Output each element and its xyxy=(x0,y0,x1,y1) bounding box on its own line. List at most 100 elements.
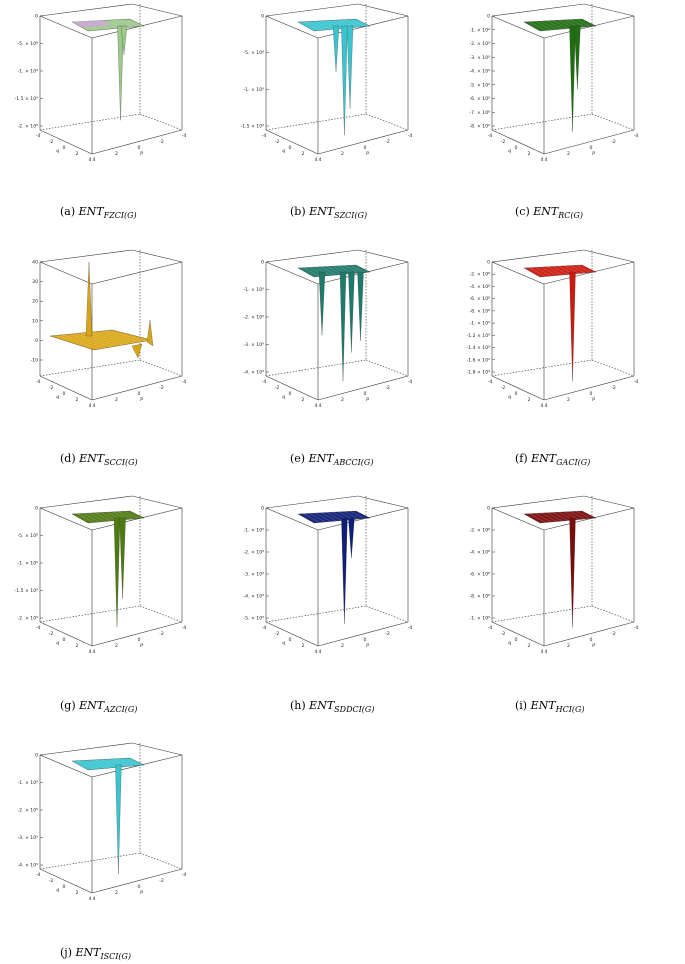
x-tick-label: -4 xyxy=(36,133,41,139)
y-axis-label: p xyxy=(140,150,144,156)
x-axis-label: q xyxy=(56,640,59,646)
caption-ent: ENT xyxy=(79,452,105,465)
surface-mesh-line xyxy=(344,511,359,520)
box-edge xyxy=(91,261,183,285)
x-tick-label: -2 xyxy=(275,385,280,391)
z-tick-label: -2. × 10⁹ xyxy=(18,616,39,622)
box-edge xyxy=(317,507,409,531)
surface-mesh-line xyxy=(547,512,563,522)
z-tick-label: -2. × 10⁹ xyxy=(244,315,265,321)
caption-ent: ENT xyxy=(75,946,101,959)
box-edge xyxy=(543,129,635,155)
x-axis-label: q xyxy=(282,640,285,646)
subfigure-caption: (i) ENTHCI(G) xyxy=(515,699,585,714)
y-tick-label: -4 xyxy=(634,625,639,631)
z-tick-label: -8. × 10⁹ xyxy=(470,124,491,130)
z-tick-label: -5. × 10⁹ xyxy=(470,82,491,88)
box-edge xyxy=(39,375,93,401)
box-edge xyxy=(491,3,585,17)
z-tick-label: -4. × 10⁹ xyxy=(470,69,491,75)
z-tick-label: -1.4 × 10⁹ xyxy=(467,345,491,351)
x-axis-label: q xyxy=(282,394,285,400)
subfigure-tag: (d) xyxy=(60,452,80,465)
surface-mesh-line xyxy=(62,334,106,349)
caption-ent: ENT xyxy=(533,205,559,218)
z-tick-label: -2. × 10⁸ xyxy=(470,528,491,534)
y-tick-label: 2 xyxy=(341,151,344,157)
z-tick-label: -1.5 × 10⁹ xyxy=(15,96,39,102)
z-tick-label: -4. × 10⁹ xyxy=(244,370,265,376)
y-axis-label: p xyxy=(140,396,144,402)
x-tick-label: 0 xyxy=(289,391,292,397)
box-edge xyxy=(317,375,409,401)
y-tick-label: 4 xyxy=(319,157,322,163)
surface-mesh-line xyxy=(77,513,94,523)
caption-subscript: AZCI(G) xyxy=(104,705,138,714)
box-edge xyxy=(139,605,183,623)
subfigure-caption: (g) ENTAZCI(G) xyxy=(60,699,137,714)
z-tick-label: -5. × 10⁸ xyxy=(18,533,39,539)
y-tick-label: 0 xyxy=(138,884,141,890)
y-tick-label: 4 xyxy=(319,403,322,409)
surface-mesh-line xyxy=(124,511,139,519)
z-tick-label: -10 xyxy=(30,358,38,364)
box-edge xyxy=(39,754,93,778)
subfigure-tag: (a) xyxy=(60,205,79,218)
surface-highlight xyxy=(72,20,112,28)
caption-subscript: SDDCI(G) xyxy=(334,705,375,714)
surface-svg: 0 -2. × 10⁸ -4. × 10⁸ -6. × 10⁸ -8. × 10⁸ -1.… xyxy=(470,495,639,655)
x-tick-label: 4 xyxy=(315,157,318,163)
surface-mesh-line xyxy=(309,21,326,31)
y-tick-label: -2 xyxy=(159,139,164,145)
box-edge xyxy=(543,15,635,39)
box-edge xyxy=(39,495,133,509)
x-tick-label: 0 xyxy=(63,391,66,397)
z-tick-label: -5. × 10⁸ xyxy=(244,50,265,56)
surface-mesh-line xyxy=(56,335,100,350)
x-tick-label: -4 xyxy=(36,379,41,385)
surface-plot-panel: 0 -5. × 10⁸ -1. × 10⁹ -1.5 × 10⁹ -4 -2 0 2 4 4 2 0 -… xyxy=(241,2,428,182)
box-edge xyxy=(39,605,141,623)
box-edge xyxy=(39,507,93,531)
z-tick-label: -1. × 10⁹ xyxy=(244,528,265,534)
z-tick-label: -8. × 10⁸ xyxy=(470,594,491,600)
surface-plate xyxy=(71,510,145,524)
subfigure-tag: (h) xyxy=(290,699,310,712)
x-tick-label: 4 xyxy=(89,649,92,655)
z-tick-label: -7. × 10⁹ xyxy=(470,110,491,116)
surface-svg: 0 -1. × 10⁹ -2. × 10⁹ -3. × 10⁹ -4. × 10⁹ -5.… xyxy=(470,3,638,163)
box-edge xyxy=(317,621,409,647)
caption-ent: ENT xyxy=(309,699,335,712)
z-tick-label: -1. × 10⁹ xyxy=(18,561,39,567)
box-edge xyxy=(265,249,359,263)
z-tick-label: 0 xyxy=(35,506,38,512)
x-tick-label: 0 xyxy=(63,145,66,151)
z-tick-label: 30 xyxy=(32,279,38,285)
y-tick-label: 4 xyxy=(93,157,96,163)
y-tick-label: 0 xyxy=(138,391,141,397)
caption-subscript: FZCI(G) xyxy=(103,211,137,220)
surface-plate xyxy=(523,264,597,278)
surface-spike xyxy=(348,517,355,559)
box-edge xyxy=(91,15,183,39)
z-tick-label: 0 xyxy=(35,14,38,20)
caption-ent: ENT xyxy=(79,699,105,712)
z-tick-label: -1. × 10⁹ xyxy=(244,287,265,293)
surface-svg: 0 -5. × 10⁸ -1. × 10⁹ -1.5 × 10⁹ -2. × 10⁹ -4… xyxy=(15,495,186,655)
subfigure-tag: (e) xyxy=(290,452,309,465)
z-tick-label: -3. × 10⁹ xyxy=(18,835,39,841)
z-tick-label: -2. × 10⁹ xyxy=(18,124,39,130)
box-edge xyxy=(583,3,635,17)
z-tick-label: -1. × 10⁹ xyxy=(470,616,491,622)
surface-plot-panel: 0 -2. × 10⁸ -4. × 10⁸ -6. × 10⁸ -8. × 10⁸ -1.… xyxy=(467,248,654,428)
y-tick-label: 4 xyxy=(93,896,96,902)
surface-mesh-line xyxy=(547,266,563,276)
y-tick-label: 0 xyxy=(364,391,367,397)
surface-spike xyxy=(357,271,364,342)
z-tick-label: -2. × 10⁹ xyxy=(18,808,39,814)
x-axis-label: q xyxy=(508,394,511,400)
caption-ent: ENT xyxy=(309,205,335,218)
caption-subscript: GACI(G) xyxy=(556,458,591,467)
x-tick-label: -4 xyxy=(262,133,267,139)
y-tick-label: 0 xyxy=(590,637,593,643)
